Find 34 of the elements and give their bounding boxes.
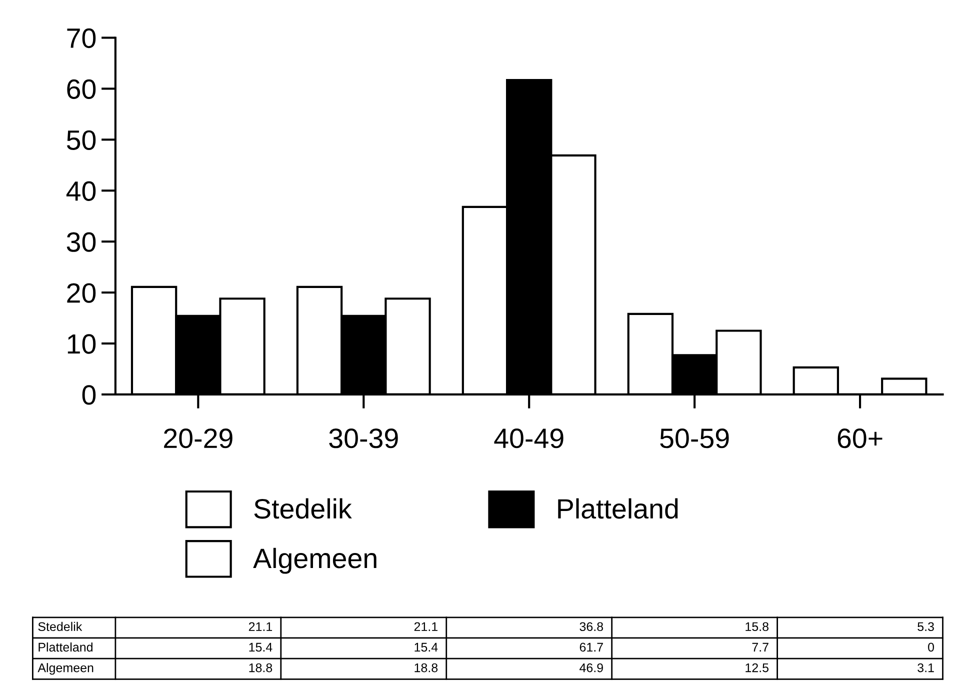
y-tick-label: 70 (67, 28, 96, 48)
y-tick-label: 40 (66, 181, 96, 201)
y-tick-label: 20 (67, 283, 96, 303)
legend-label: Algemeen (253, 548, 376, 574)
data-label: 12.5 (746, 663, 768, 672)
x-tick-label: 30-39 (329, 428, 398, 448)
y-tick-label: 0 (82, 385, 96, 405)
x-tick-label: 50-59 (660, 428, 729, 448)
data-label: 15.4 (249, 642, 272, 652)
y-tick-label: 50 (66, 130, 96, 150)
data-label: 36.8 (580, 622, 604, 632)
y-tick-label: 60 (67, 79, 96, 100)
data-label: 46.9 (580, 663, 603, 672)
data-label: 3.1 (918, 663, 934, 672)
data-label: 18.8 (249, 663, 272, 672)
x-tick-label: 20-29 (164, 428, 232, 448)
data-label: 18.8 (414, 663, 438, 672)
data-label: 61.7 (580, 642, 603, 652)
x-tick-label: 60+ (838, 428, 882, 448)
text: Platteland (38, 642, 92, 652)
data-label: 0 (928, 642, 934, 652)
data-label: 21.1 (248, 622, 272, 631)
data-label: 15.8 (746, 622, 768, 632)
text: Stedelik (38, 622, 82, 632)
data-label: 15.4 (414, 642, 438, 652)
legend-label: Platteland (558, 498, 678, 519)
data-label: 5.3 (918, 622, 934, 632)
x-tick-label: 40-49 (494, 428, 564, 448)
text: Algemeen (38, 663, 94, 675)
y-tick-label: 10 (68, 334, 96, 354)
legend-label: Stedelik (254, 498, 352, 519)
data-label: 21.1 (414, 622, 438, 631)
y-tick-label: 30 (66, 232, 96, 252)
data-label: 7.7 (752, 642, 768, 652)
